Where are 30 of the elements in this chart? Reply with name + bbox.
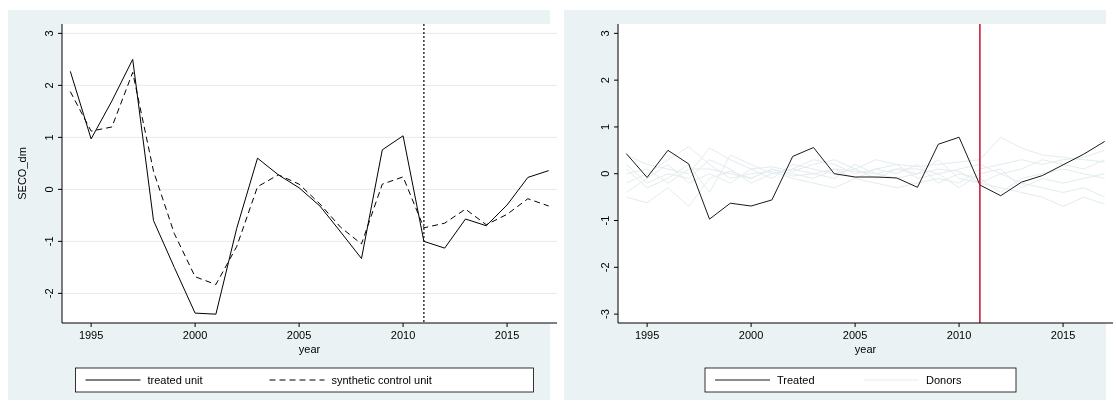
y-tick-label: 2 xyxy=(599,77,611,84)
y-tick-label: 2 xyxy=(43,82,55,89)
y-tick-label: 3 xyxy=(599,30,611,37)
y-tick-label: 1 xyxy=(43,134,55,141)
x-axis-title: year xyxy=(298,343,321,355)
y-tick-label: -2 xyxy=(43,288,55,299)
x-axis-title: year xyxy=(854,343,877,355)
x-tick-label: 2000 xyxy=(182,329,208,341)
x-tick-label: 2015 xyxy=(494,329,520,341)
x-tick-label: 1995 xyxy=(78,329,104,341)
y-tick-label: 3 xyxy=(43,30,55,37)
legend-label: synthetic control unit xyxy=(331,374,432,386)
y-tick-label: 0 xyxy=(599,170,611,177)
y-axis-title: SECO_dm xyxy=(16,147,28,200)
y-tick-label: 1 xyxy=(599,123,611,130)
legend-label: Donors xyxy=(926,374,962,386)
y-tick-label: -3 xyxy=(599,309,611,319)
x-tick-label: 2010 xyxy=(390,329,416,341)
x-tick-label: 1995 xyxy=(634,329,660,341)
legend-label: Treated xyxy=(777,374,815,386)
y-tick-label: -1 xyxy=(43,236,55,247)
y-tick-label: -2 xyxy=(599,262,611,273)
y-tick-label: -1 xyxy=(599,215,611,226)
x-tick-label: 2005 xyxy=(286,329,312,341)
x-tick-label: 2005 xyxy=(842,329,868,341)
legend-label: treated unit xyxy=(147,374,203,386)
y-tick-label: 0 xyxy=(43,186,55,193)
x-tick-label: 2015 xyxy=(1050,329,1076,341)
x-tick-label: 2010 xyxy=(946,329,972,341)
x-tick-label: 2000 xyxy=(738,329,764,341)
